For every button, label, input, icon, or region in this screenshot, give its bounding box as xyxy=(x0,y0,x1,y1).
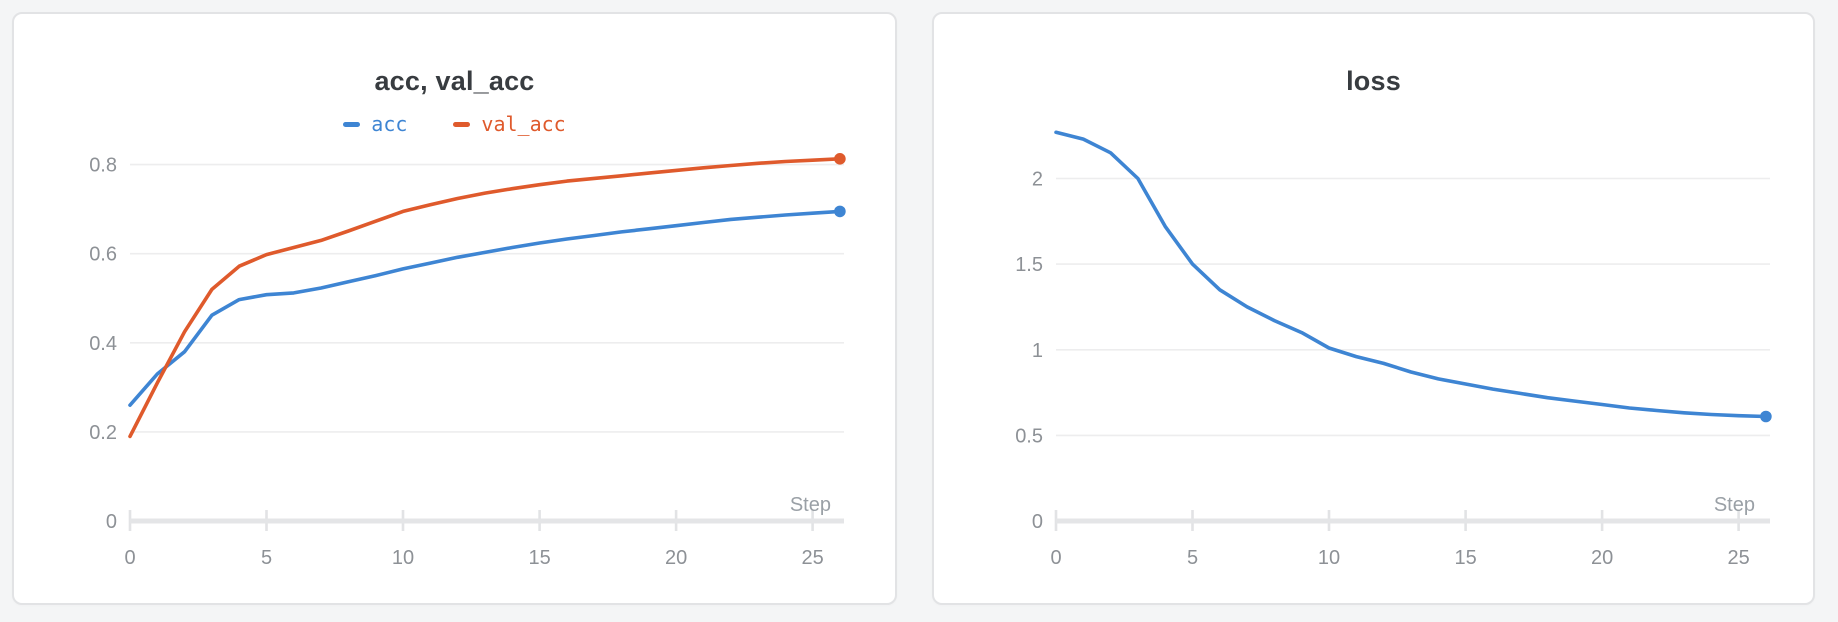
svg-text:15: 15 xyxy=(1454,547,1476,569)
svg-text:10: 10 xyxy=(1318,547,1340,569)
svg-text:0.4: 0.4 xyxy=(89,333,117,355)
legend-item-acc[interactable]: acc xyxy=(343,114,407,134)
loss-chart-canvas[interactable]: 00.511.520 5 10 15 20 25 xyxy=(932,12,1815,605)
legend-label-acc: acc xyxy=(371,112,408,136)
svg-text:5: 5 xyxy=(261,547,272,569)
svg-text:25: 25 xyxy=(1727,547,1749,569)
legend-label-val-acc: val_acc xyxy=(481,112,566,136)
svg-text:20: 20 xyxy=(665,547,687,569)
svg-text:1: 1 xyxy=(1032,340,1043,362)
svg-text:0: 0 xyxy=(106,511,117,533)
acc-series-swatch-icon xyxy=(343,121,361,127)
svg-text:0.2: 0.2 xyxy=(89,422,117,444)
chart-title-loss: loss xyxy=(1346,66,1401,96)
svg-text:25: 25 xyxy=(801,547,823,569)
svg-text:20: 20 xyxy=(1591,547,1613,569)
svg-text:0.5: 0.5 xyxy=(1015,425,1043,447)
acc-val-acc-chart-canvas[interactable]: 0 0.2 0.4 0.6 0.8 0 5 10 15 20 25 xyxy=(12,12,897,605)
svg-text:0: 0 xyxy=(1032,511,1043,533)
svg-text:15: 15 xyxy=(528,547,550,569)
svg-text:10: 10 xyxy=(392,547,414,569)
val-acc-series-swatch-icon xyxy=(453,121,471,127)
svg-text:0: 0 xyxy=(124,547,135,569)
panel-acc-val-acc: acc, val_acc acc val_acc 0 0.2 0.4 0.6 0.8 0 5… xyxy=(12,12,897,605)
svg-text:0.6: 0.6 xyxy=(89,244,117,266)
panel-loss: loss 0 0.5 1 1.5 2 0 5 10 15 20 25 Step xyxy=(932,12,1815,605)
svg-text:0.8: 0.8 xyxy=(89,155,117,177)
legend: acc val_acc xyxy=(14,110,895,138)
x-axis-label-step: Step xyxy=(789,494,831,516)
svg-text:5: 5 xyxy=(1187,547,1198,569)
svg-text:0: 0 xyxy=(1050,547,1061,569)
legend-item-val-acc[interactable]: val_acc xyxy=(453,112,566,136)
svg-text:2: 2 xyxy=(1032,169,1043,191)
x-axis-label-step: Step xyxy=(1713,494,1755,516)
chart-title-acc-val-acc: acc, val_acc xyxy=(374,66,535,96)
svg-text:1.5: 1.5 xyxy=(1015,254,1043,276)
